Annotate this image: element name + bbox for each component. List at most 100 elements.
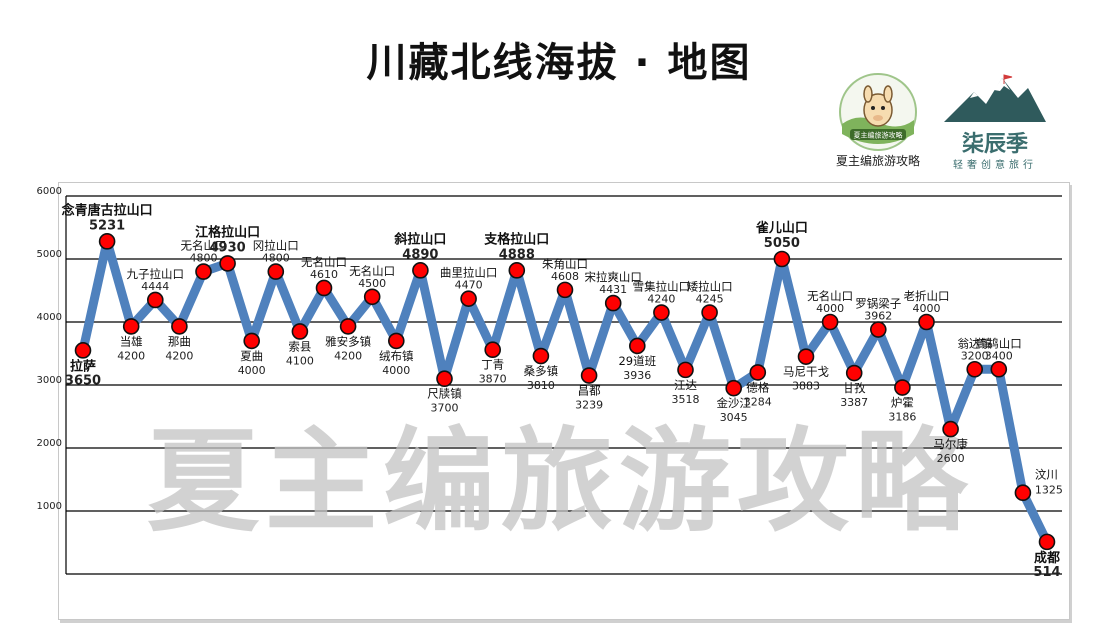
data-point-marker <box>532 347 550 365</box>
point-name-label: 朱角山口 <box>542 257 588 271</box>
point-name-label: 索县 <box>288 339 311 353</box>
data-point-marker <box>291 323 309 340</box>
point-altitude-label: 5231 <box>89 218 125 233</box>
data-point-marker <box>147 291 164 309</box>
logo-badge-text: 夏主编旅游攻略 <box>854 131 903 140</box>
y-axis-ticks: 1000 2000 3000 4000 5000 6000 <box>37 186 62 512</box>
point-altitude-label: 3936 <box>623 369 651 382</box>
point-name-label: 支格拉山口 <box>483 231 549 247</box>
data-point-marker <box>845 364 863 382</box>
point-altitude-label: 3239 <box>575 399 603 412</box>
point-altitude-label: 3700 <box>431 402 459 415</box>
point-name-label: 江格拉山口 <box>195 224 260 240</box>
point-altitude-label: 514 <box>1033 565 1060 580</box>
brand-name: 柒辰季 <box>961 132 1028 157</box>
point-name-label: 汶川 <box>1035 468 1058 482</box>
data-point-marker <box>122 318 140 335</box>
y-tick-label: 6000 <box>37 186 62 197</box>
point-name-label: 29道班 <box>618 354 656 368</box>
data-point-marker <box>894 379 911 396</box>
data-labels: 拉萨3650念青唐古拉山口5231当雄4200九子拉山口4444那曲4200无名… <box>62 202 1063 580</box>
data-point-marker <box>339 318 357 335</box>
point-altitude-label: 2600 <box>937 452 965 465</box>
data-point-marker <box>677 361 694 379</box>
point-name-label: 丁青 <box>481 358 504 372</box>
point-name-label: 马尔康 <box>933 437 968 451</box>
point-name-label: 江达 <box>674 378 697 392</box>
point-altitude-label: 4000 <box>382 364 410 377</box>
point-name-label: 当雄 <box>120 334 143 348</box>
data-point-marker <box>98 233 116 250</box>
data-point-marker <box>628 337 646 355</box>
point-altitude-label: 3962 <box>864 310 892 323</box>
data-point-marker <box>243 332 260 350</box>
point-altitude-label: 4800 <box>190 252 218 265</box>
point-altitude-label: 4930 <box>210 240 246 255</box>
point-name-label: 老折山口 <box>904 289 950 303</box>
xia-editor-logo: 夏主编旅游攻略 夏主编旅游攻略 <box>828 72 928 172</box>
point-name-label: 无名山口 <box>807 289 853 303</box>
data-point-marker <box>653 304 670 321</box>
point-name-label: 无名山口 <box>181 239 227 253</box>
point-altitude-label: 4431 <box>599 283 627 296</box>
mountain-icon <box>944 74 1046 122</box>
point-name-label: 斜拉山口 <box>393 231 446 247</box>
watermark-text: 夏主编旅游攻略 <box>147 417 973 547</box>
data-point-marker <box>436 370 453 388</box>
point-name-label: 矮拉山口 <box>687 280 733 294</box>
chart-frame <box>58 182 1070 620</box>
point-altitude-label: 4890 <box>402 247 438 262</box>
point-altitude-label: 4240 <box>647 293 675 306</box>
logo-caption: 夏主编旅游攻略 <box>835 154 920 168</box>
data-point-marker <box>966 360 984 378</box>
point-altitude-label: 3810 <box>527 379 555 392</box>
data-point-marker <box>171 318 188 335</box>
page-title: 川藏北线海拔 · 地图 <box>366 40 752 86</box>
data-point-marker <box>821 313 839 331</box>
data-point-marker <box>1014 484 1032 502</box>
data-point-marker <box>195 263 212 280</box>
point-name-label: 冈拉山口 <box>253 239 299 253</box>
point-altitude-label: 3400 <box>985 349 1013 362</box>
y-tick-label: 1000 <box>37 501 62 512</box>
y-tick-label: 5000 <box>37 249 62 260</box>
point-name-label: 尺牍镇 <box>427 387 462 401</box>
point-altitude-label: 3518 <box>672 393 700 406</box>
point-name-label: 九子拉山口 <box>127 267 185 281</box>
point-altitude-label: 3650 <box>65 373 101 388</box>
data-point-marker <box>508 262 526 279</box>
point-name-label: 马尼干戈 <box>783 365 829 379</box>
data-point-marker <box>315 279 333 297</box>
point-name-label: 金沙江 <box>716 396 751 410</box>
point-altitude-label: 4000 <box>913 302 941 315</box>
point-altitude-label: 4245 <box>696 293 724 306</box>
point-name-label: 炉霍 <box>891 396 914 410</box>
point-altitude-label: 3284 <box>744 395 772 408</box>
point-name-label: 雪集拉山口 <box>633 280 691 294</box>
point-altitude-label: 3200 <box>961 349 989 362</box>
data-point-marker <box>749 364 767 381</box>
data-point-marker <box>412 262 429 279</box>
data-point-marker <box>701 304 718 321</box>
point-name-label: 雀儿山口 <box>755 220 808 236</box>
data-point-marker <box>484 341 502 359</box>
point-name-label: 无名山口 <box>301 255 347 269</box>
point-name-label: 夏曲 <box>240 349 263 363</box>
data-point-marker <box>556 281 574 299</box>
data-point-marker <box>869 321 887 338</box>
point-altitude-label: 5050 <box>764 236 800 251</box>
data-point-marker <box>604 294 622 312</box>
y-tick-label: 4000 <box>37 312 62 323</box>
point-altitude-label: 4000 <box>816 302 844 315</box>
point-altitude-label: 3387 <box>840 396 868 409</box>
alpaca-badge-icon: 夏主编旅游攻略 <box>839 73 917 151</box>
point-name-label: 曲里拉山口 <box>440 266 498 280</box>
point-name-label: 鹧鸪山口 <box>976 336 1022 350</box>
brand-slogan: 轻奢创意旅行 <box>953 160 1037 171</box>
point-name-label: 翁达镇 <box>957 336 992 350</box>
data-point-marker <box>773 250 791 268</box>
data-point-marker <box>74 342 92 359</box>
point-name-label: 无名山口 <box>349 264 395 278</box>
point-altitude-label: 4000 <box>238 364 266 377</box>
